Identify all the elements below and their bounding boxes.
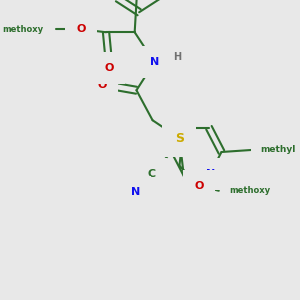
Text: H: H <box>174 52 182 62</box>
Text: N: N <box>150 57 159 67</box>
Text: O: O <box>76 24 86 34</box>
Text: N: N <box>206 169 215 179</box>
Text: methoxy: methoxy <box>230 186 271 195</box>
Text: O: O <box>194 181 204 191</box>
Text: methoxy: methoxy <box>2 25 43 34</box>
Text: methyl: methyl <box>260 146 295 154</box>
Text: O: O <box>104 63 113 73</box>
Text: O: O <box>98 80 107 90</box>
Text: N: N <box>131 187 140 197</box>
Text: C: C <box>148 169 156 179</box>
Text: S: S <box>175 132 184 145</box>
